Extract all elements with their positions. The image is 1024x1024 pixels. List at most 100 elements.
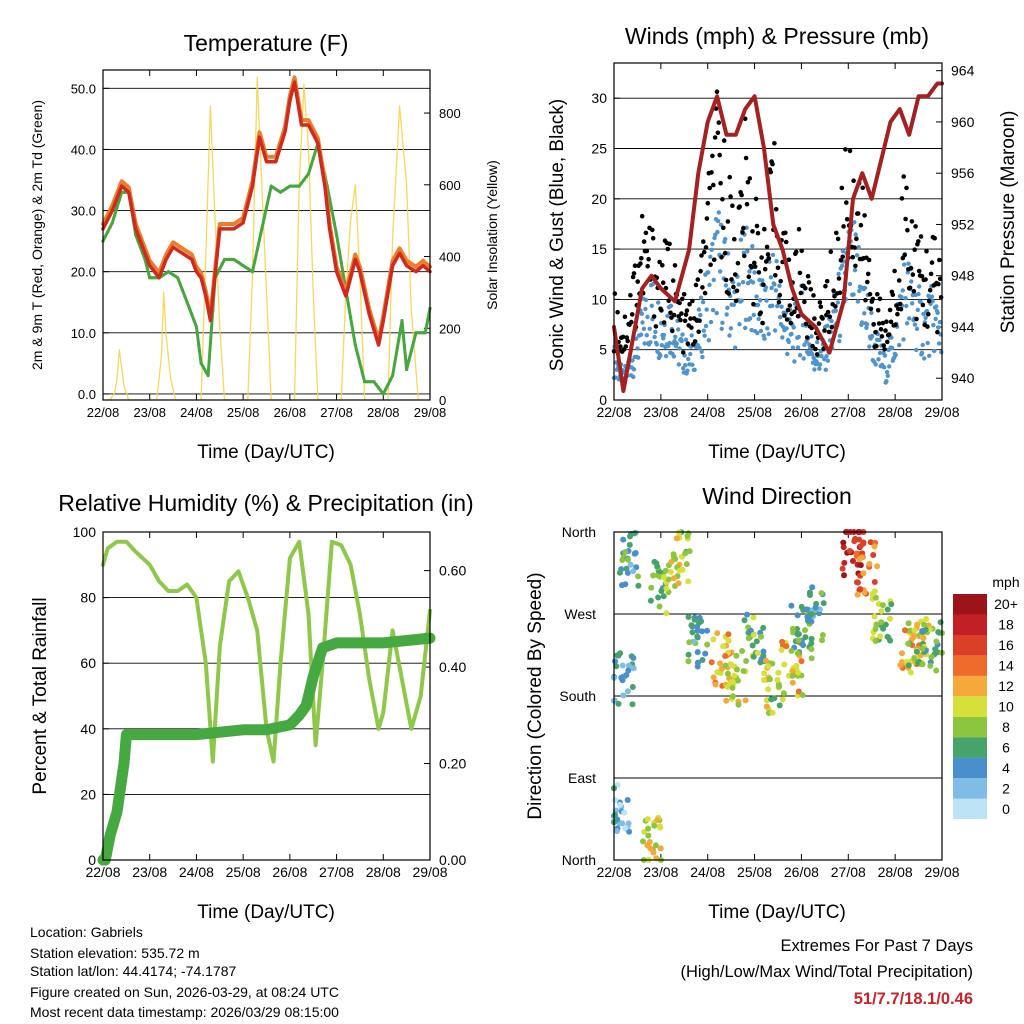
direction-point [684,533,691,539]
dewpoint-point [299,181,304,185]
gust-point [865,271,871,277]
wind-point [697,345,702,351]
dewpoint-point [115,205,119,210]
direction-point [717,660,723,667]
direction-point [803,606,810,613]
direction-point [913,648,920,655]
gust-point [737,204,742,209]
gust-point [731,284,736,290]
direction-point [635,582,642,589]
gust-point [910,272,916,277]
gust-point [661,320,667,325]
gust-point [814,352,820,357]
dewpoint-point [253,259,257,263]
x-tick-label: 27/08 [320,405,353,420]
gust-point [812,316,817,321]
gust-point [735,260,741,266]
gust-point [817,300,823,305]
gust-point [882,347,887,352]
gust-point [689,325,694,330]
wind-point [864,322,870,327]
x-tick-label: 26/08 [784,404,819,420]
gust-point [777,292,783,298]
dewpoint-point [374,383,378,387]
wind-point [923,315,928,320]
wind-point [731,302,736,307]
wind-point [770,303,775,308]
wind-point [784,326,789,331]
wind-point [887,364,892,369]
wind-point [903,296,908,301]
wind-point [705,270,711,275]
direction-point [856,556,863,563]
dewpoint-point [201,365,206,370]
wind-point [873,362,878,367]
dewpoint-point [302,178,306,182]
dewpoint-point [278,190,283,194]
dewpoint-point [173,274,178,278]
gust-point [844,217,850,222]
gust-point [670,328,675,334]
wind-point [643,297,649,303]
wind-point [882,353,888,358]
gust-point [786,257,792,263]
gust-point [847,148,853,154]
wind-point [698,312,703,318]
dewpoint-point [407,358,411,362]
x-tick-label: 27/08 [831,404,866,420]
humidity-plot-frame [102,531,431,861]
wind-point [676,327,681,332]
gust-point [711,182,716,188]
temperature-y2label: Solar Insolation (Yellow) [484,160,500,310]
gust-point [879,334,885,339]
gust-point [793,249,799,255]
gust-point [665,246,671,252]
dewpoint-point [372,380,376,384]
wind-point [671,354,677,359]
gust-point [858,222,864,228]
gust-point [852,245,857,250]
gust-point [803,321,809,327]
dewpoint-point [426,318,430,323]
gust-point [853,263,858,269]
dewpoint-point [108,225,112,229]
gust-point [722,250,728,256]
wind-point [737,322,742,327]
direction-point [613,663,620,670]
direction-ylabel: Direction (Colored By Speed) [525,572,546,819]
dewpoint-point [260,227,264,231]
direction-point [874,563,881,570]
dewpoint-point [187,306,192,310]
gust-point [890,292,896,298]
legend-label: 8 [1002,719,1010,735]
wind-point [706,338,711,343]
gust-point [827,314,833,320]
direction-point [619,582,625,589]
direction-point [768,696,775,703]
dewpoint-point [337,247,341,251]
direction-point [625,820,632,827]
dewpoint-point [379,389,383,393]
wind-point [857,288,862,294]
wind-point [739,298,744,303]
gust-point [768,169,773,175]
direction-point [733,652,740,659]
legend-swatch [953,614,987,635]
y-tick-label: 20.0 [71,265,96,280]
gust-point [678,317,683,323]
gust-point [687,302,692,307]
wind-point [745,249,750,254]
direction-point [699,628,705,635]
direction-point [779,638,786,645]
direction-point [624,569,631,576]
gust-point [913,224,918,229]
wind-point [683,363,688,368]
gust-point [679,311,684,316]
gust-point [873,330,878,335]
wind-point [696,307,702,312]
wind-point [752,270,757,275]
gust-point [831,288,836,294]
gust-point [719,254,724,260]
gust-point [715,130,721,136]
gust-point [851,178,856,183]
